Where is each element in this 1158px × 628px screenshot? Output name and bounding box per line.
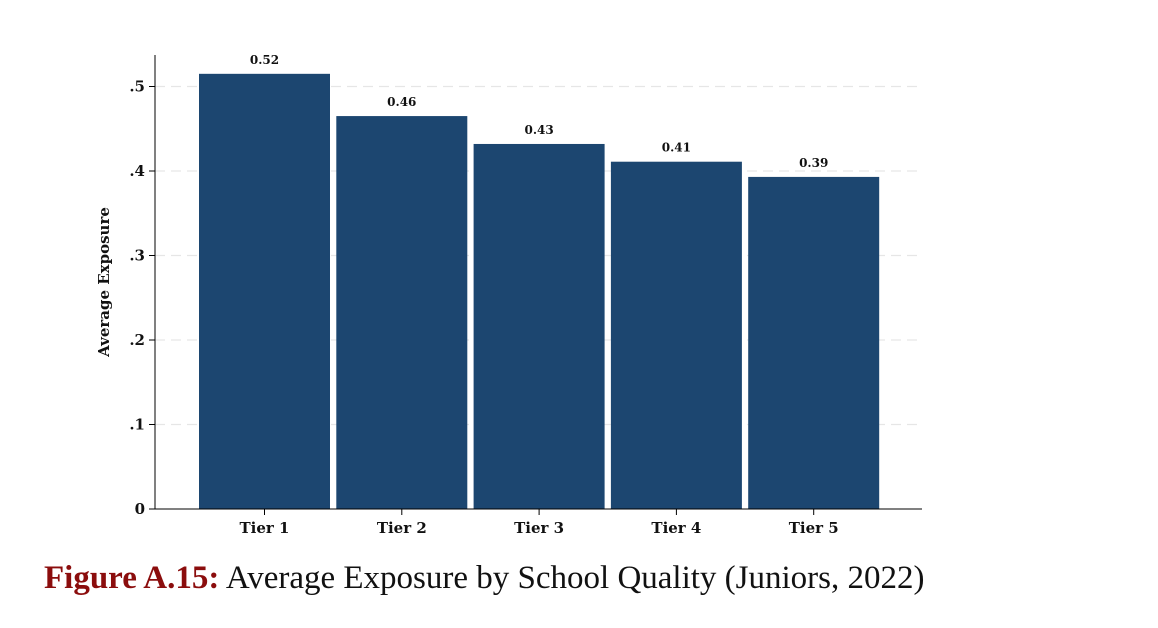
y-tick-label: .5 xyxy=(129,78,145,96)
figure-caption: Figure A.15: Average Exposure by School … xyxy=(44,560,925,597)
axes xyxy=(154,55,922,510)
bar-value-label: 0.52 xyxy=(250,53,279,67)
bar xyxy=(336,116,468,509)
y-tick-label: .3 xyxy=(129,247,145,265)
x-tick-label: Tier 4 xyxy=(651,519,701,537)
y-ticks: 0 .1 .2 .3 .4 .5 xyxy=(129,78,155,518)
y-tick-label: .2 xyxy=(129,331,145,349)
bar xyxy=(473,143,605,509)
x-ticks: Tier 1 Tier 2 Tier 3 Tier 4 Tier 5 xyxy=(240,509,839,537)
y-tick-label: 0 xyxy=(135,500,145,518)
bar-value-labels: 0.52 0.46 0.43 0.41 0.39 xyxy=(250,53,828,170)
figure-label: Figure A.15: xyxy=(44,560,220,596)
y-tick-label: .1 xyxy=(129,416,145,434)
y-tick-label: .4 xyxy=(129,162,145,180)
bar-value-label: 0.39 xyxy=(799,156,828,170)
bar-value-label: 0.41 xyxy=(662,141,691,155)
figure-caption-text: Average Exposure by School Quality (Juni… xyxy=(225,560,925,596)
bar-chart: 0.1.2.3.4.5 Tier 1 Tier 2 Tier 3 Tier 4 Tier… xyxy=(95,53,922,537)
x-tick-label: Tier 5 xyxy=(789,519,839,537)
bars xyxy=(199,73,880,510)
x-tick-label: Tier 2 xyxy=(377,519,427,537)
bar xyxy=(610,161,742,509)
x-tick-label: Tier 1 xyxy=(240,519,290,537)
bar-value-label: 0.46 xyxy=(387,95,416,109)
y-axis-title: Average Exposure xyxy=(95,207,113,358)
bar-value-label: 0.43 xyxy=(524,123,553,137)
bar xyxy=(199,73,330,509)
x-tick-label: Tier 3 xyxy=(514,519,564,537)
bar xyxy=(748,176,880,510)
